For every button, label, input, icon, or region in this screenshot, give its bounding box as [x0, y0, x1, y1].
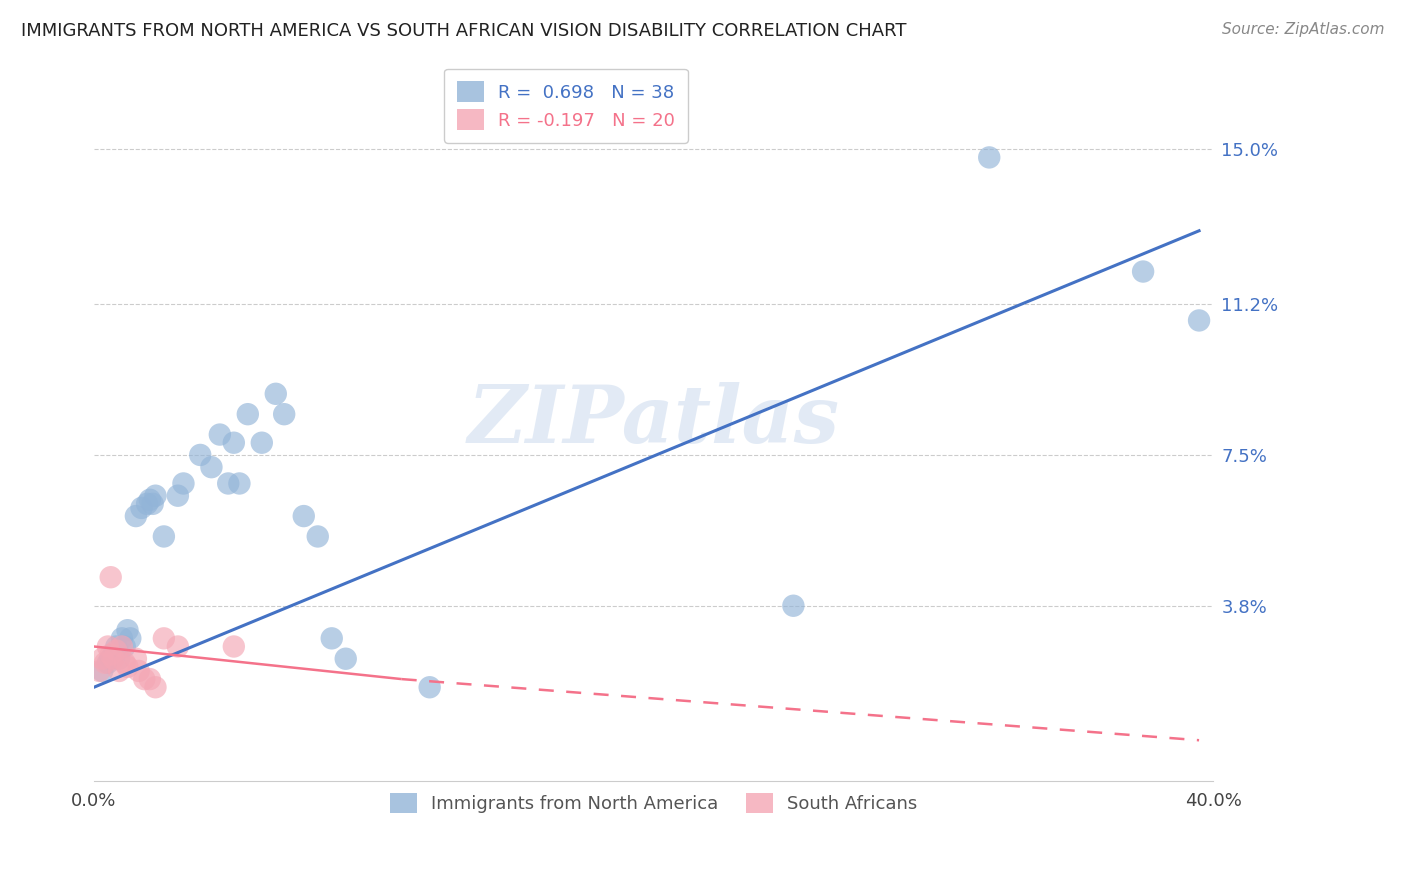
- Point: [217, 476, 239, 491]
- Point: [111, 632, 134, 646]
- Point: [105, 643, 128, 657]
- Point: [136, 497, 159, 511]
- Point: [97, 656, 120, 670]
- Point: [208, 427, 231, 442]
- Point: [103, 648, 125, 662]
- Point: [250, 435, 273, 450]
- Point: [125, 651, 148, 665]
- Point: [228, 476, 250, 491]
- Point: [335, 651, 357, 665]
- Point: [131, 500, 153, 515]
- Point: [153, 632, 176, 646]
- Point: [200, 460, 222, 475]
- Point: [114, 640, 136, 654]
- Point: [117, 623, 139, 637]
- Point: [91, 651, 114, 665]
- Text: IMMIGRANTS FROM NORTH AMERICA VS SOUTH AFRICAN VISION DISABILITY CORRELATION CHA: IMMIGRANTS FROM NORTH AMERICA VS SOUTH A…: [21, 22, 907, 40]
- Point: [111, 640, 134, 654]
- Point: [128, 664, 150, 678]
- Point: [979, 150, 1001, 164]
- Point: [120, 632, 142, 646]
- Point: [145, 489, 167, 503]
- Point: [117, 660, 139, 674]
- Point: [222, 640, 245, 654]
- Point: [105, 640, 128, 654]
- Point: [782, 599, 804, 613]
- Point: [419, 680, 441, 694]
- Legend: Immigrants from North America, South Africans: Immigrants from North America, South Afr…: [377, 780, 929, 826]
- Point: [172, 476, 194, 491]
- Point: [108, 651, 131, 665]
- Point: [97, 640, 120, 654]
- Point: [236, 407, 259, 421]
- Point: [167, 489, 190, 503]
- Point: [167, 640, 190, 654]
- Point: [307, 529, 329, 543]
- Point: [222, 435, 245, 450]
- Point: [100, 651, 122, 665]
- Point: [134, 672, 156, 686]
- Point: [1188, 313, 1211, 327]
- Point: [100, 648, 122, 662]
- Point: [145, 680, 167, 694]
- Point: [125, 509, 148, 524]
- Point: [321, 632, 343, 646]
- Point: [142, 497, 165, 511]
- Point: [264, 386, 287, 401]
- Point: [188, 448, 211, 462]
- Point: [108, 664, 131, 678]
- Point: [153, 529, 176, 543]
- Point: [94, 656, 117, 670]
- Text: Source: ZipAtlas.com: Source: ZipAtlas.com: [1222, 22, 1385, 37]
- Point: [292, 509, 315, 524]
- Point: [89, 664, 111, 678]
- Point: [91, 664, 114, 678]
- Point: [1132, 264, 1154, 278]
- Point: [139, 672, 162, 686]
- Point: [103, 651, 125, 665]
- Point: [100, 570, 122, 584]
- Point: [139, 492, 162, 507]
- Point: [114, 656, 136, 670]
- Point: [273, 407, 295, 421]
- Text: ZIPatlas: ZIPatlas: [467, 382, 839, 459]
